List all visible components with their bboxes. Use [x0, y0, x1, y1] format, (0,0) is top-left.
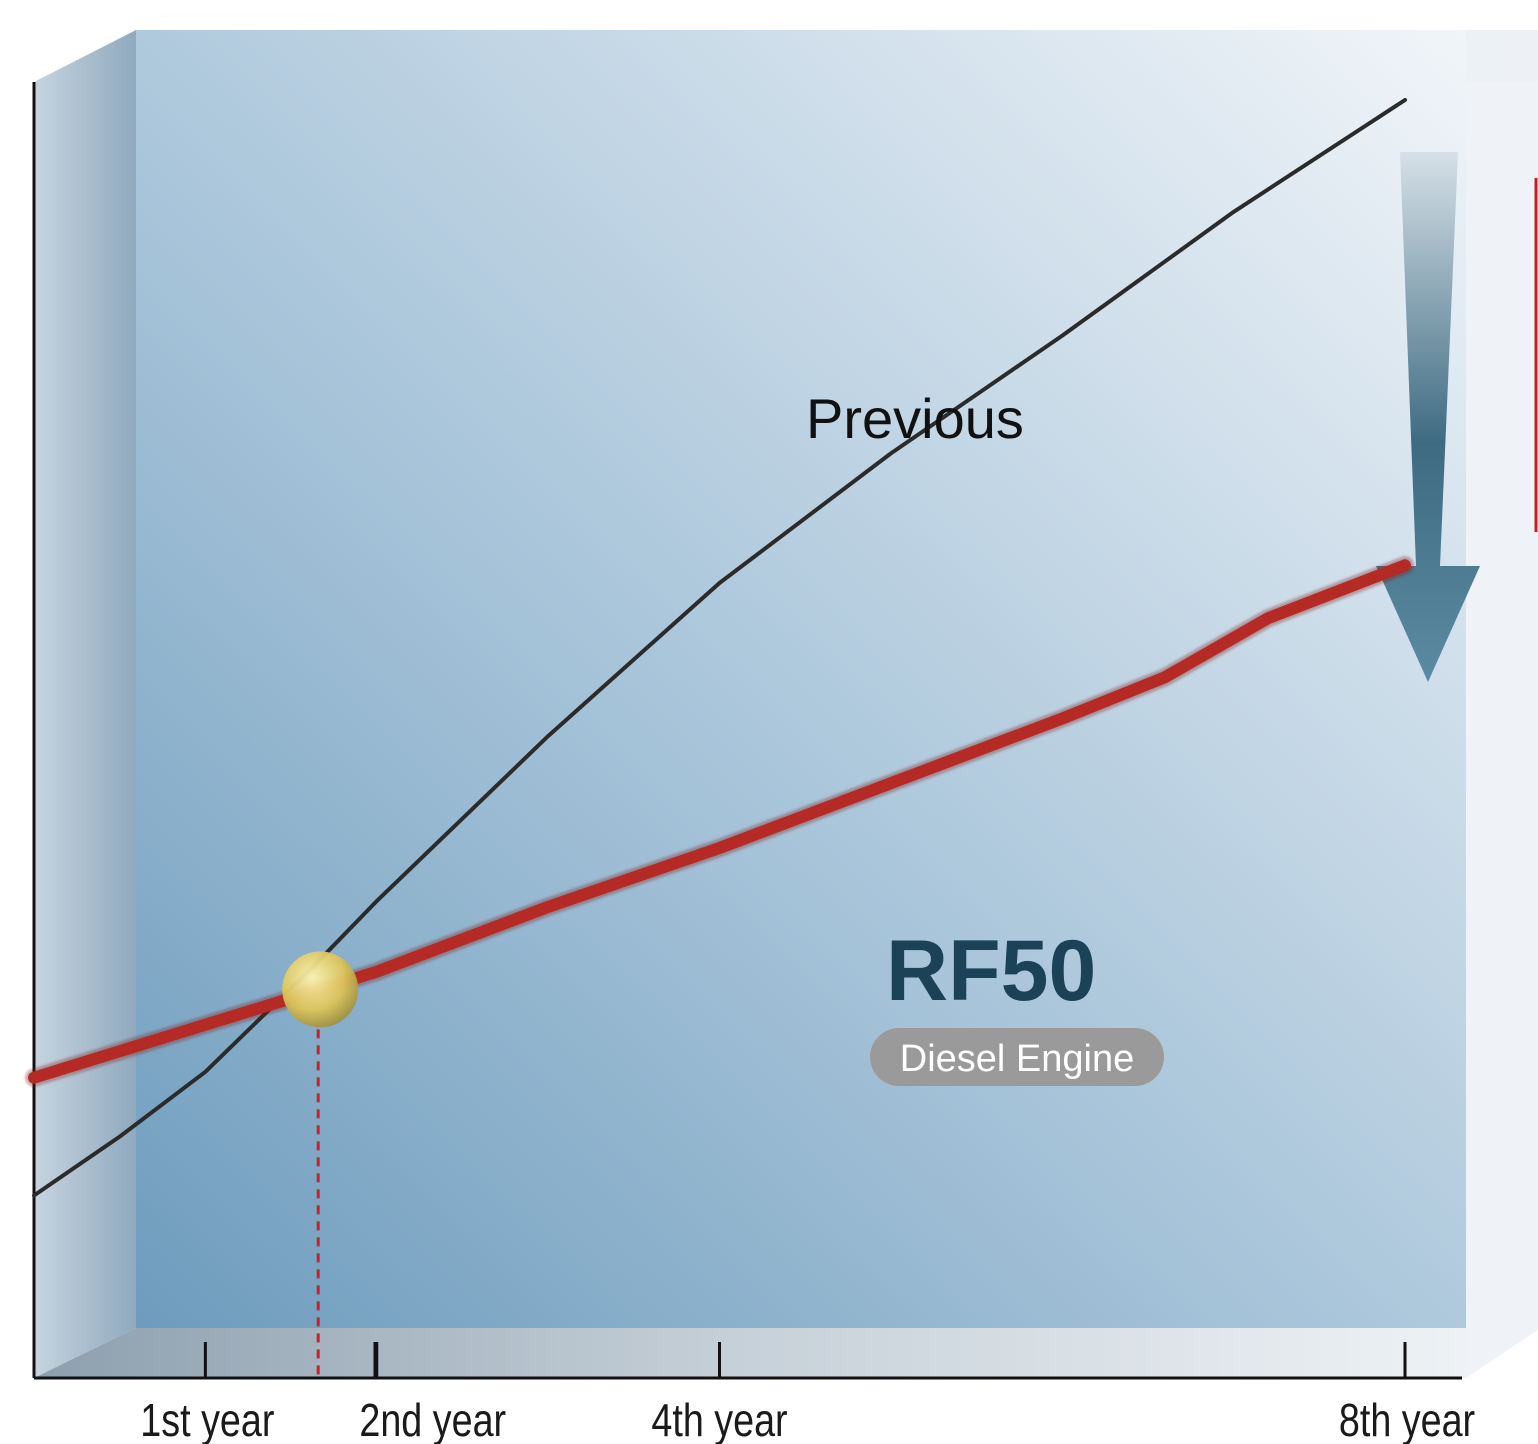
- box-floor: [34, 1328, 1466, 1378]
- series-group: [25, 98, 1414, 1198]
- series-line-rf50: [28, 559, 1411, 1084]
- product-subtitle: Diesel Engine: [900, 1038, 1134, 1080]
- x-tick-label-8: 8th year: [1339, 1394, 1475, 1444]
- x-axis-ticks: 1st year 2nd year 4th year 8th year: [140, 1342, 1475, 1444]
- series-line-previous: [32, 98, 1407, 1198]
- x-tick-label-1: 1st year: [140, 1394, 274, 1444]
- box-right-edge: [1466, 30, 1538, 1378]
- x-tick-label-2: 2nd year: [359, 1394, 506, 1444]
- plot-background: [34, 30, 1538, 1378]
- x-tick-label-4: 4th year: [651, 1394, 787, 1444]
- series-label-previous: Previous: [806, 387, 1024, 450]
- reduction-arrow-icon: [1376, 152, 1480, 682]
- crossover-marker: [282, 951, 359, 1028]
- box-back-wall: [136, 30, 1466, 1328]
- subtitle-pill: [870, 1028, 1164, 1086]
- product-subtitle-badge: Diesel Engine: [870, 1028, 1164, 1086]
- box-left-wall: [34, 30, 136, 1378]
- product-title: RF50: [886, 923, 1096, 1019]
